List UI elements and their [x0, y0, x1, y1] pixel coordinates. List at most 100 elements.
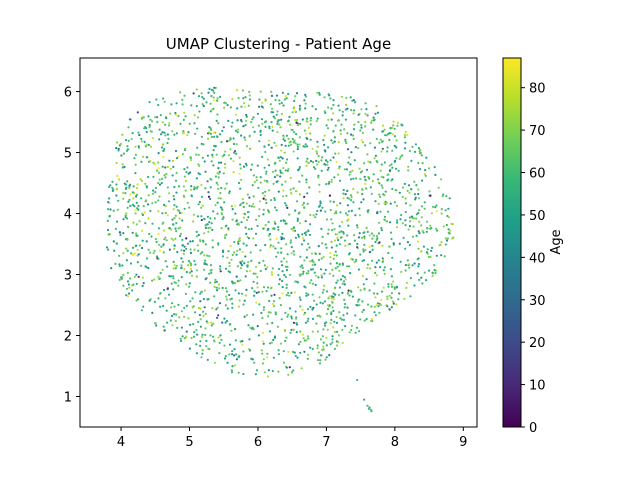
- data-point: [231, 208, 234, 211]
- data-point: [261, 362, 264, 365]
- data-point: [404, 197, 407, 200]
- data-point: [107, 248, 110, 251]
- data-point: [136, 261, 139, 264]
- data-point: [118, 263, 121, 266]
- data-point: [435, 227, 438, 230]
- data-point: [414, 143, 417, 146]
- data-point: [181, 219, 184, 222]
- data-point: [133, 252, 136, 255]
- data-point: [188, 122, 191, 125]
- data-point: [285, 265, 288, 268]
- data-point: [184, 115, 187, 118]
- data-point: [359, 177, 362, 181]
- data-point: [253, 130, 256, 133]
- data-point: [127, 283, 130, 286]
- data-point: [235, 253, 238, 256]
- data-point: [224, 304, 227, 307]
- data-point: [141, 229, 144, 232]
- data-point: [433, 264, 436, 267]
- data-point: [271, 303, 274, 306]
- data-point: [282, 219, 285, 222]
- data-point: [334, 210, 338, 213]
- data-point: [275, 144, 278, 147]
- data-point: [417, 262, 421, 266]
- data-point: [173, 247, 176, 250]
- data-point: [174, 237, 177, 240]
- data-point: [262, 286, 266, 289]
- data-point: [332, 274, 335, 277]
- data-point: [244, 294, 248, 297]
- data-point: [234, 212, 237, 215]
- data-point: [316, 140, 319, 143]
- data-point: [169, 275, 172, 278]
- data-point: [393, 127, 396, 130]
- data-point: [238, 156, 241, 159]
- data-point: [208, 255, 211, 258]
- data-point: [152, 189, 155, 192]
- data-point: [356, 246, 359, 249]
- data-point: [137, 204, 140, 207]
- data-point: [433, 166, 436, 169]
- data-point: [327, 118, 330, 121]
- chart-title: UMAP Clustering - Patient Age: [166, 35, 391, 53]
- data-point: [275, 180, 278, 183]
- data-point: [240, 134, 243, 137]
- data-point: [427, 255, 431, 259]
- data-point: [326, 304, 330, 307]
- data-point: [427, 269, 431, 272]
- data-point: [382, 259, 385, 262]
- data-point: [183, 268, 186, 271]
- data-point: [212, 131, 215, 134]
- data-point: [276, 325, 279, 328]
- data-point: [199, 344, 202, 347]
- data-point: [197, 249, 200, 252]
- data-point: [324, 358, 327, 361]
- data-point: [200, 135, 203, 138]
- data-point: [355, 224, 359, 227]
- data-point: [370, 119, 374, 122]
- data-point: [409, 220, 412, 223]
- data-point: [206, 254, 209, 257]
- colorbar-tick-label: 60: [529, 167, 546, 182]
- data-point: [119, 142, 122, 145]
- data-point: [282, 104, 285, 107]
- data-point: [290, 252, 293, 255]
- data-point: [259, 249, 262, 252]
- data-point: [294, 236, 297, 239]
- data-point: [393, 287, 396, 290]
- data-point: [429, 227, 432, 230]
- data-point: [323, 96, 326, 99]
- data-point: [310, 252, 314, 255]
- data-point: [171, 174, 174, 177]
- data-point: [264, 190, 267, 193]
- data-point: [166, 321, 169, 324]
- data-point: [174, 267, 177, 270]
- data-point: [317, 276, 320, 279]
- data-point: [189, 188, 193, 191]
- data-point: [140, 309, 143, 312]
- data-point: [184, 189, 187, 192]
- data-point: [201, 204, 204, 207]
- data-point: [304, 321, 307, 324]
- data-point: [157, 161, 160, 164]
- data-point: [311, 317, 315, 320]
- data-point: [315, 303, 318, 306]
- data-point: [426, 220, 429, 223]
- data-point: [133, 275, 136, 278]
- data-point: [351, 295, 354, 298]
- data-point: [311, 330, 314, 333]
- data-point: [243, 299, 246, 302]
- data-point: [285, 194, 288, 197]
- y-tick-label: 1: [64, 391, 72, 406]
- data-point: [182, 185, 185, 188]
- data-point: [341, 110, 344, 113]
- data-point: [212, 210, 215, 213]
- data-point: [304, 234, 308, 237]
- data-point: [316, 209, 319, 213]
- data-point: [325, 312, 328, 315]
- data-point: [360, 201, 363, 204]
- data-point: [403, 136, 407, 139]
- data-point: [291, 129, 294, 132]
- data-point: [284, 94, 287, 98]
- data-point: [230, 371, 234, 374]
